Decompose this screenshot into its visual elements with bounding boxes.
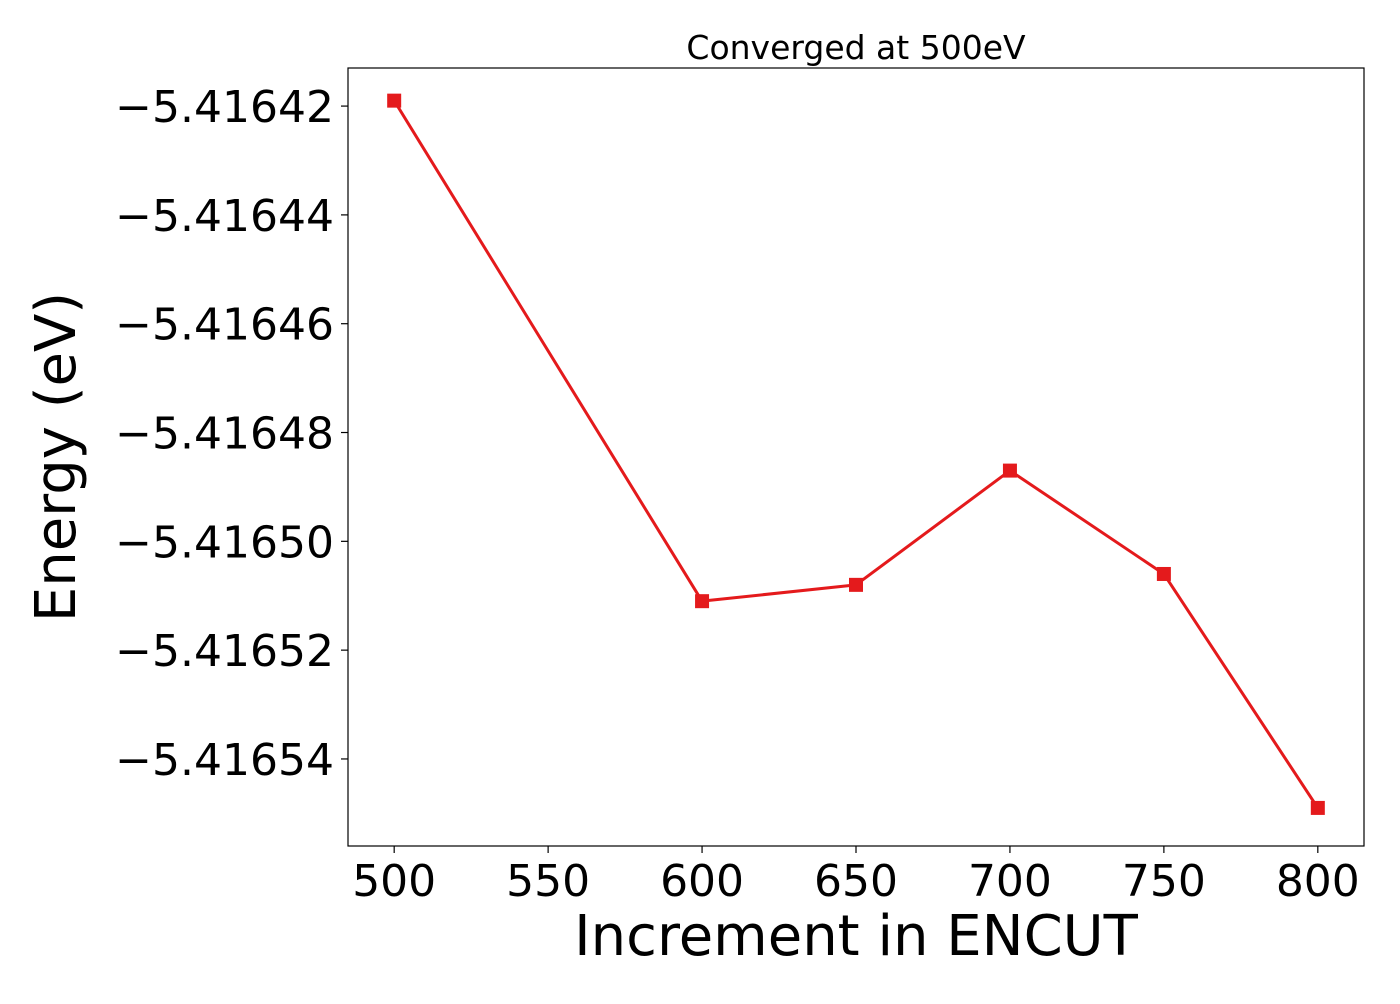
y-axis-title: Energy (eV) [24,292,89,622]
x-tick-label: 700 [968,856,1052,907]
data-point-marker [1310,800,1325,815]
y-tick-label: −5.41642 [115,82,334,133]
data-point-marker [849,577,863,592]
x-axis-title: Increment in ENCUT [574,904,1139,969]
x-axis: 500 550 600 650 700 750 800 [352,846,1360,907]
y-tick-label: −5.41646 [115,300,334,351]
data-point-marker [387,93,402,108]
x-tick-label: 750 [1122,856,1206,907]
data-point-marker [695,594,710,609]
y-tick-label: −5.41652 [115,626,334,677]
chart-title: Converged at 500eV [686,28,1026,67]
y-tick-label: −5.41644 [115,191,334,242]
data-point-marker [1156,566,1171,581]
y-tick-label: −5.41648 [115,409,334,460]
x-tick-label: 600 [660,856,744,907]
y-tick-label: −5.41650 [115,517,334,568]
x-tick-label: 550 [506,856,590,907]
y-axis: −5.41642 −5.41644 −5.41646 −5.41648 −5.41650… [115,82,348,786]
y-tick-label: −5.41654 [115,735,334,786]
x-tick-label: 800 [1276,856,1360,907]
x-tick-label: 650 [814,856,898,907]
plot-area-frame [347,67,1365,847]
x-tick-label: 500 [352,856,436,907]
series-layer [387,93,1325,815]
series-line [392,99,1320,809]
data-point-marker [1002,463,1017,478]
